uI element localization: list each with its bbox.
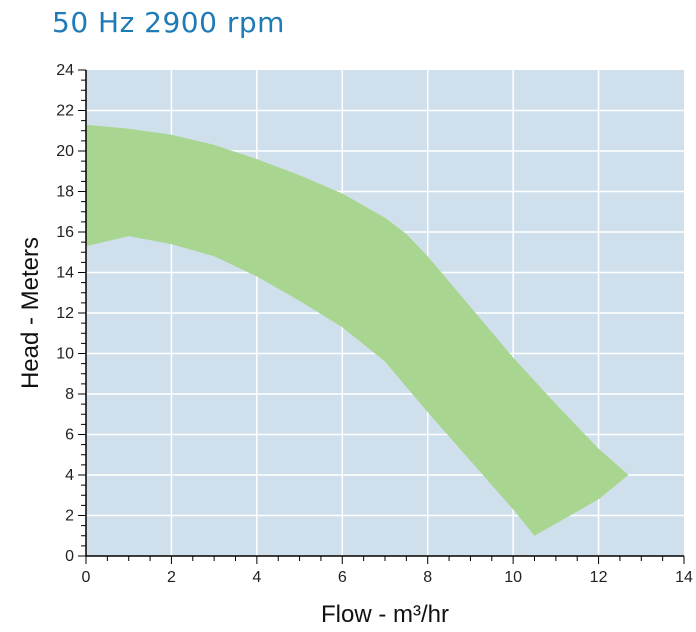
y-tick-label: 8: [65, 386, 74, 403]
y-tick-label: 12: [56, 305, 74, 322]
y-tick-label: 20: [56, 143, 74, 160]
x-axis-label: Flow - m³/hr: [321, 601, 449, 628]
x-tick-label: 14: [675, 569, 693, 586]
x-tick-label: 2: [167, 569, 176, 586]
x-tick-label: 4: [252, 569, 261, 586]
x-tick-label: 0: [82, 569, 91, 586]
y-tick-label: 2: [65, 508, 74, 525]
y-tick-label: 24: [56, 62, 74, 79]
x-tick-label: 12: [590, 569, 608, 586]
y-axis-label: Head - Meters: [17, 237, 44, 389]
x-tick-label: 6: [338, 569, 347, 586]
ticks: [78, 69, 685, 564]
y-tick-label: 14: [56, 265, 74, 282]
y-tick-label: 4: [65, 467, 74, 484]
y-tick-label: 10: [56, 346, 74, 363]
y-tick-label: 18: [56, 184, 74, 201]
x-tick-label: 10: [504, 569, 522, 586]
y-tick-label: 22: [56, 103, 74, 120]
y-tick-label: 0: [65, 548, 74, 565]
y-tick-label: 16: [56, 224, 74, 241]
performance-band: [86, 124, 629, 536]
y-tick-label: 6: [65, 427, 74, 444]
x-tick-label: 8: [423, 569, 432, 586]
chart-title: 50 Hz 2900 rpm: [52, 6, 285, 39]
